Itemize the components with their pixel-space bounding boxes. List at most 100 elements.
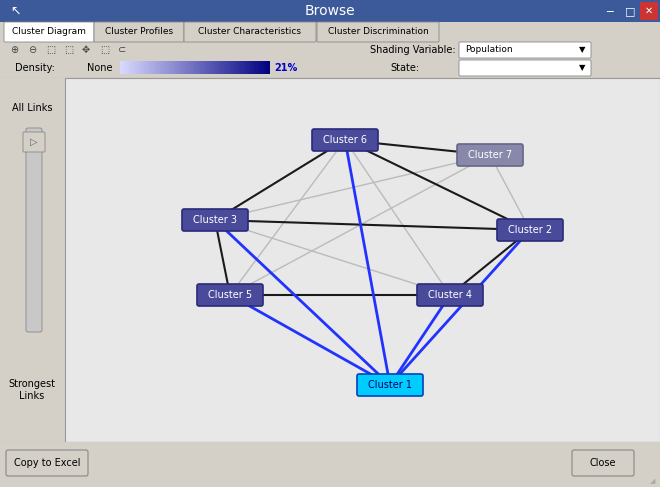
Bar [147, 61, 148, 74]
Bar [141, 61, 143, 74]
Bar [126, 61, 127, 74]
Bar [182, 61, 183, 74]
Bar [0, 58, 660, 78]
Bar [261, 61, 263, 74]
Bar [229, 61, 230, 74]
Bar [191, 61, 193, 74]
FancyBboxPatch shape [459, 42, 591, 58]
Text: Cluster 4: Cluster 4 [428, 290, 472, 300]
Bar [134, 61, 135, 74]
Text: Close: Close [590, 458, 616, 468]
Text: □: □ [625, 6, 635, 16]
Bar [240, 61, 242, 74]
Bar [140, 61, 141, 74]
Bar [137, 61, 139, 74]
Bar [165, 61, 166, 74]
FancyBboxPatch shape [197, 284, 263, 306]
Bar [162, 61, 164, 74]
Bar [154, 61, 155, 74]
Bar [253, 61, 255, 74]
Bar [156, 61, 158, 74]
Bar [175, 61, 176, 74]
Bar [236, 61, 238, 74]
Text: ─: ─ [607, 6, 613, 16]
Bar [178, 61, 179, 74]
FancyBboxPatch shape [94, 22, 184, 42]
Bar [214, 61, 215, 74]
Bar [0, 442, 660, 487]
Bar [203, 61, 204, 74]
Bar [185, 61, 186, 74]
FancyBboxPatch shape [357, 374, 423, 396]
Bar [0, 0, 660, 22]
Bar [256, 61, 257, 74]
Bar [130, 61, 131, 74]
Bar [207, 61, 209, 74]
Bar [215, 61, 216, 74]
Bar [161, 61, 162, 74]
Bar [248, 61, 249, 74]
FancyBboxPatch shape [459, 60, 591, 76]
Text: Cluster Characteristics: Cluster Characteristics [199, 27, 302, 37]
Bar [640, 2, 658, 20]
Text: ✥: ✥ [82, 45, 90, 55]
Bar [216, 61, 218, 74]
Bar [239, 61, 240, 74]
Bar [0, 78, 65, 442]
Bar [65, 78, 660, 442]
FancyBboxPatch shape [182, 209, 248, 231]
Bar [125, 61, 126, 74]
FancyBboxPatch shape [572, 450, 634, 476]
Bar [226, 61, 228, 74]
Bar [251, 61, 253, 74]
Bar [145, 61, 147, 74]
Text: ▼: ▼ [579, 63, 585, 73]
Bar [187, 61, 189, 74]
Text: Cluster 2: Cluster 2 [508, 225, 552, 235]
Text: ⬚: ⬚ [64, 45, 73, 55]
Bar [190, 61, 191, 74]
Bar [193, 61, 194, 74]
Bar [151, 61, 152, 74]
Bar [264, 61, 265, 74]
Bar [232, 61, 234, 74]
Bar [231, 61, 232, 74]
Bar [199, 61, 200, 74]
Text: ◢: ◢ [649, 478, 655, 484]
Bar [244, 61, 245, 74]
Bar [206, 61, 207, 74]
Bar [124, 61, 125, 74]
Bar [201, 61, 203, 74]
Text: ▼: ▼ [579, 45, 585, 55]
Bar [220, 61, 221, 74]
Text: Cluster 3: Cluster 3 [193, 215, 237, 225]
Bar [197, 61, 199, 74]
Bar [257, 61, 259, 74]
Text: ↖: ↖ [10, 4, 20, 18]
Bar [259, 61, 260, 74]
Bar [211, 61, 213, 74]
Bar [230, 61, 231, 74]
Bar [120, 61, 121, 74]
Bar [170, 61, 171, 74]
Bar [159, 61, 160, 74]
Bar [169, 61, 170, 74]
Bar [200, 61, 201, 74]
Text: ⬚: ⬚ [100, 45, 110, 55]
Text: Population: Population [465, 45, 513, 55]
Bar [213, 61, 214, 74]
Bar [246, 61, 248, 74]
Text: Strongest
Links: Strongest Links [9, 379, 55, 401]
Bar [225, 61, 226, 74]
Text: All Links: All Links [12, 103, 52, 113]
Text: State:: State: [390, 63, 419, 73]
FancyBboxPatch shape [6, 450, 88, 476]
Bar [160, 61, 161, 74]
Bar [249, 61, 250, 74]
Bar [129, 61, 130, 74]
FancyBboxPatch shape [317, 22, 439, 42]
Bar [238, 61, 239, 74]
Text: Shading Variable:: Shading Variable: [370, 45, 455, 55]
Bar [255, 61, 256, 74]
Text: 21%: 21% [274, 63, 297, 73]
